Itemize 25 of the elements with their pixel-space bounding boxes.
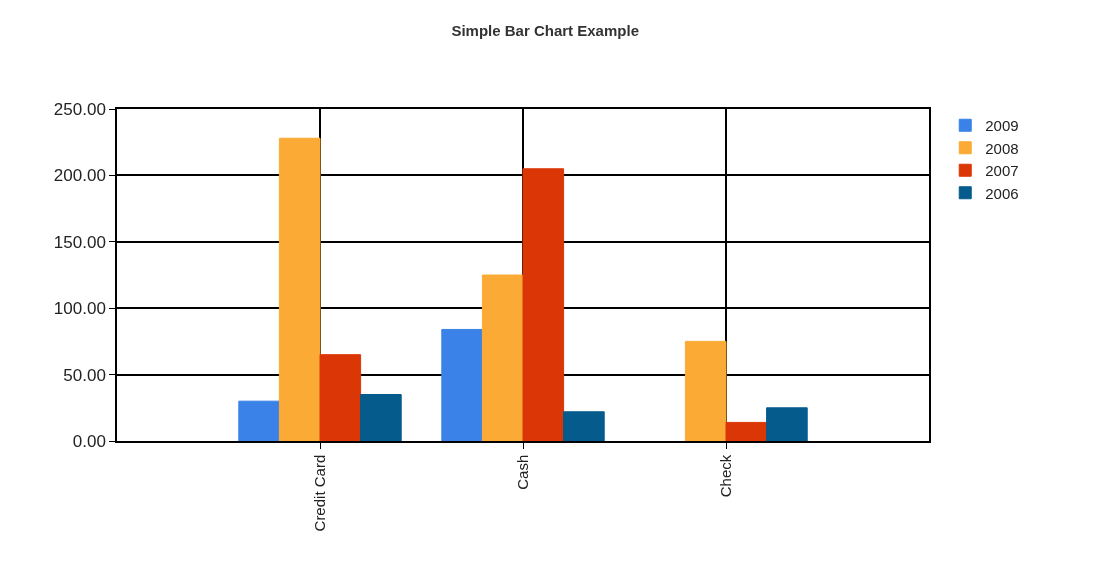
bar (563, 411, 605, 441)
x-tick-label: Cash (513, 454, 531, 490)
bar (725, 421, 768, 441)
bar (684, 340, 727, 441)
x-tick-label: Check (716, 454, 734, 498)
bar (441, 328, 483, 441)
bar (766, 407, 808, 441)
legend-label: 2009 (985, 117, 1019, 135)
bar (278, 137, 321, 441)
bar (360, 394, 402, 441)
y-tick-label: 100.00 (53, 299, 106, 319)
y-tick-label: 50.00 (63, 365, 106, 385)
legend-label: 2008 (985, 139, 1019, 157)
legend-label: 2006 (985, 184, 1019, 202)
y-tick-label: 250.00 (53, 99, 106, 119)
bar (319, 354, 362, 441)
chart-title: Simple Bar Chart Example (451, 22, 639, 40)
legend-label: 2007 (985, 162, 1019, 180)
y-tick-label: 0.00 (72, 431, 106, 451)
x-tick-label: Credit Card (310, 454, 328, 532)
bar (238, 400, 280, 441)
bar (522, 168, 565, 441)
y-tick-label: 150.00 (53, 232, 106, 252)
y-tick-label: 200.00 (53, 166, 106, 186)
bar (481, 274, 524, 441)
